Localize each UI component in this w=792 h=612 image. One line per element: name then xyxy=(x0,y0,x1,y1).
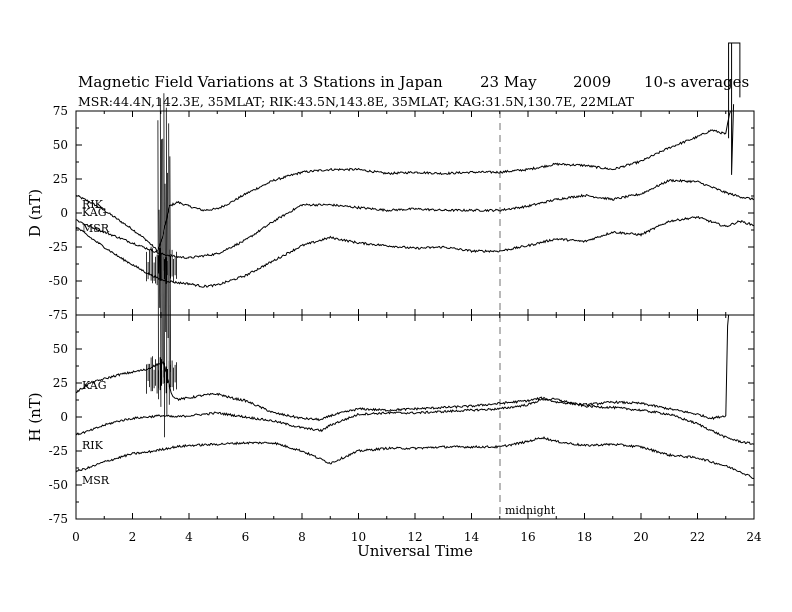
y-tick-label: 25 xyxy=(53,376,68,390)
y-tick-label: -75 xyxy=(49,512,68,526)
series-line-msr xyxy=(75,215,755,288)
series-line-kag xyxy=(75,314,754,422)
x-tick-label: 20 xyxy=(633,530,648,544)
x-tick-label: 0 xyxy=(72,530,80,544)
x-tick-label: 10 xyxy=(351,530,366,544)
panel-h-frame xyxy=(75,314,755,520)
series-line-rik xyxy=(75,110,754,252)
series-label-msr: MSR xyxy=(82,474,110,487)
series-line-kag xyxy=(75,178,755,260)
chart-title: Magnetic Field Variations at 3 Stations … xyxy=(78,73,443,91)
x-tick-label: 22 xyxy=(690,530,705,544)
x-axis-label: Universal Time xyxy=(357,542,473,560)
panel-d-frame xyxy=(75,110,755,316)
chart-year: 2009 xyxy=(573,73,611,91)
x-tick-label: 6 xyxy=(242,530,250,544)
x-tick-label: 2 xyxy=(129,530,137,544)
chart-subtitle: MSR:44.4N,142.3E, 35MLAT; RIK:43.5N,143.… xyxy=(78,94,635,109)
y-tick-label: -50 xyxy=(49,274,68,288)
y-tick-label: -25 xyxy=(49,444,68,458)
x-tick-label: 8 xyxy=(298,530,306,544)
y-tick-label: -75 xyxy=(49,308,68,322)
y-tick-label: -50 xyxy=(49,478,68,492)
panel-h-ylabel: H (nT) xyxy=(26,392,44,441)
y-tick-label: 50 xyxy=(53,138,68,152)
x-tick-label: 16 xyxy=(520,530,535,544)
series-line-rik xyxy=(75,397,755,445)
x-tick-label: 24 xyxy=(746,530,762,544)
x-tick-label: 12 xyxy=(407,530,422,544)
disturbance-spikes xyxy=(146,93,177,438)
y-tick-label: 50 xyxy=(53,342,68,356)
series-label-msr: MSR xyxy=(82,222,110,235)
y-tick-label: -25 xyxy=(49,240,68,254)
panel-d-ylabel: D (nT) xyxy=(26,189,44,237)
chart-averaging: 10-s averages xyxy=(644,73,749,91)
series-label-kag: KAG xyxy=(82,206,107,219)
y-tick-label: 25 xyxy=(53,172,68,186)
y-tick-label: 75 xyxy=(53,104,68,118)
late-spike xyxy=(728,42,741,175)
x-tick-label: 18 xyxy=(577,530,592,544)
series-label-kag: KAG xyxy=(82,379,107,392)
series-label-rik: RIK xyxy=(82,439,104,452)
series-line-msr xyxy=(75,436,755,480)
y-tick-label: 0 xyxy=(60,206,68,220)
y-tick-label: 0 xyxy=(60,410,68,424)
chart-date: 23 May xyxy=(480,73,537,91)
midnight-label: midnight xyxy=(505,504,556,517)
series-label-rik: RIK xyxy=(82,198,104,211)
x-tick-label: 4 xyxy=(185,530,193,544)
x-tick-label: 14 xyxy=(464,530,480,544)
